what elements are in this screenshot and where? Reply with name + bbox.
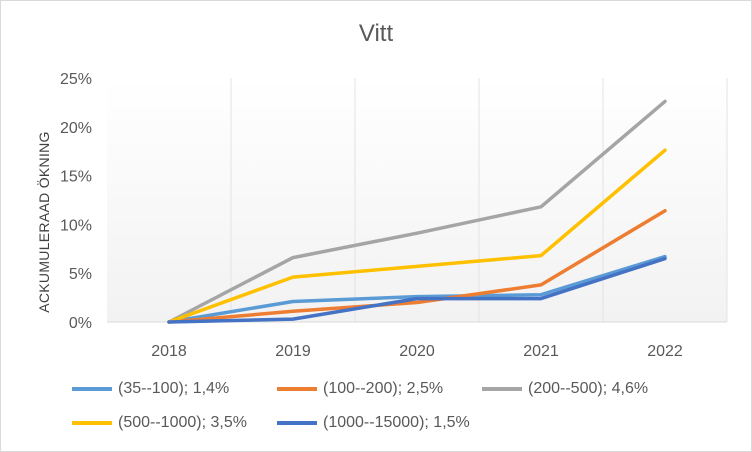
x-tick-label: 2022 [647, 343, 683, 360]
y-tick-label: 20% [60, 120, 92, 137]
legend-swatch [72, 421, 112, 425]
legend-swatch [482, 387, 522, 391]
y-tick-label: 10% [60, 217, 92, 234]
legend-label: (35--100); 1,4% [118, 380, 230, 397]
plot-background [107, 78, 727, 322]
series-line-1 [167, 254, 667, 324]
legend-item: (35--100); 1,4% [72, 380, 229, 398]
y-tick-label: 15% [60, 169, 92, 186]
series-line-3 [167, 99, 667, 324]
x-tick-label: 2020 [399, 343, 435, 360]
legend-swatch [72, 387, 112, 391]
legend-swatch [277, 421, 317, 425]
x-tick-label: 2019 [275, 343, 311, 360]
series-line-5 [167, 256, 667, 324]
y-tick-label: 25% [60, 71, 92, 88]
x-tick-label: 2018 [151, 343, 187, 360]
legend-label: (100--200); 2,5% [323, 380, 444, 397]
y-tick-label: 0% [69, 315, 92, 332]
chart-title: Vitt [358, 20, 394, 47]
legend-item: (200--500); 4,6% [482, 380, 648, 398]
x-tick-label: 2021 [523, 343, 559, 360]
legend-label: (500--1000); 3,5% [118, 414, 247, 431]
series-line-4 [167, 148, 667, 324]
legend-swatch [277, 387, 317, 391]
legend-item: (1000--15000); 1,5% [277, 414, 470, 432]
series-line-2 [167, 208, 667, 324]
legend-label: (1000--15000); 1,5% [323, 414, 470, 431]
legend-item: (100--200); 2,5% [277, 380, 443, 398]
legend-label: (200--500); 4,6% [528, 380, 649, 397]
y-tick-label: 5% [69, 266, 92, 283]
legend-item: (500--1000); 3,5% [72, 414, 247, 432]
